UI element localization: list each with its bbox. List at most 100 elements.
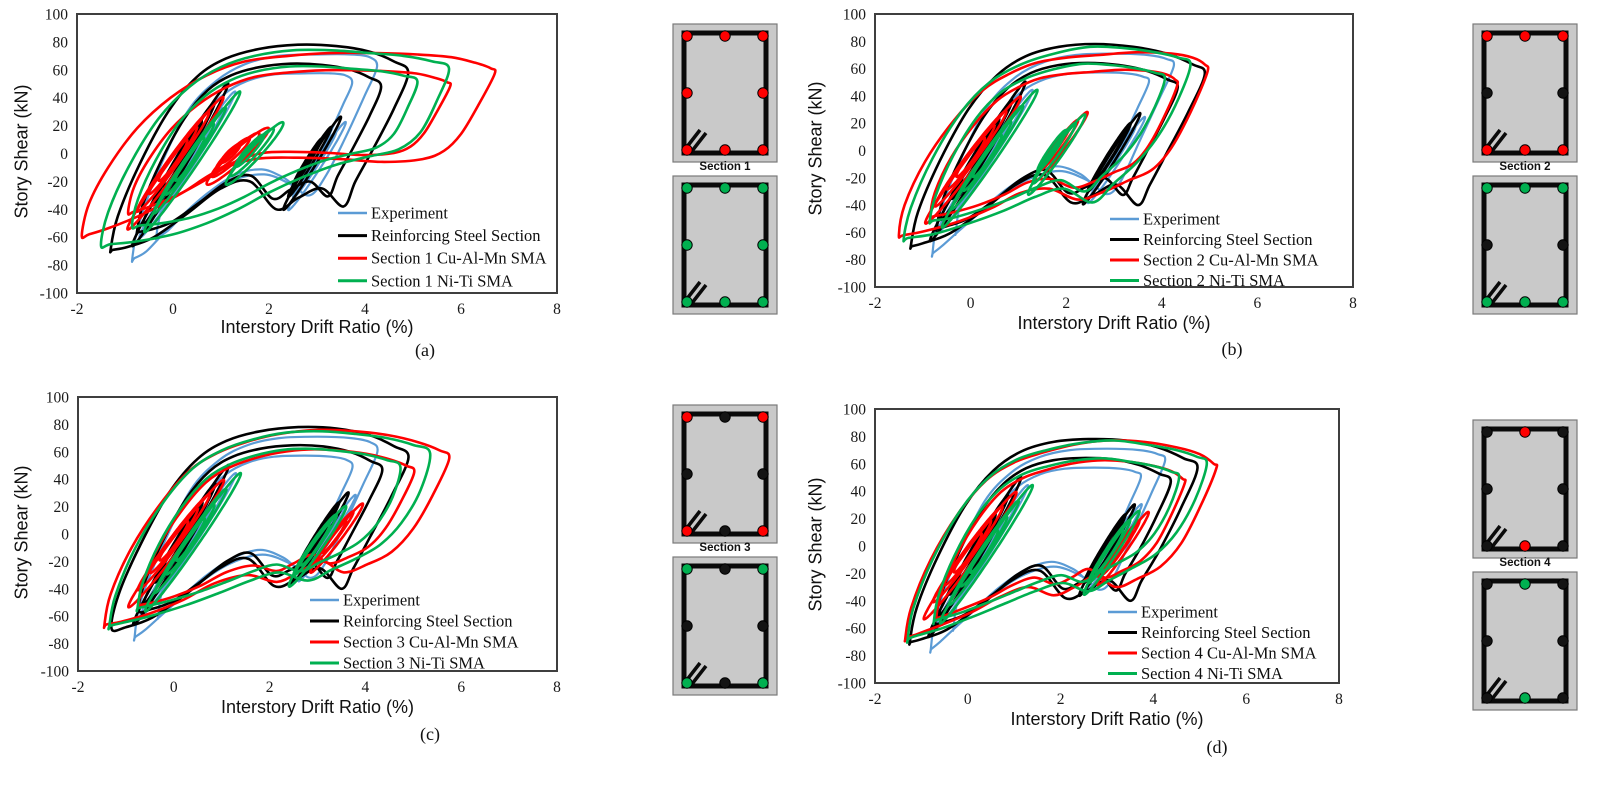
y-tick-label: -80: [47, 258, 68, 275]
y-tick-label: -100: [838, 280, 867, 297]
y-tick-label: -100: [838, 676, 867, 693]
rebar-dot-red: [681, 525, 693, 537]
y-tick-label: -20: [48, 554, 69, 571]
y-tick-label: 0: [858, 143, 866, 160]
y-tick-label: -100: [40, 286, 69, 303]
chart-a-y-axis-title: Story Shear (kN): [11, 84, 32, 219]
chart-d-caption: (d): [1206, 737, 1228, 757]
y-tick-label: 60: [53, 62, 69, 79]
x-tick-label: 6: [457, 679, 465, 696]
rebar-dot-black: [1557, 483, 1569, 495]
legend-label: Experiment: [1141, 603, 1218, 622]
rebar-dot-black: [1557, 692, 1569, 704]
section-4-label: Section 4: [1499, 557, 1551, 569]
legend-label: Section 3 Ni-Ti SMA: [343, 654, 485, 673]
y-tick-label: 60: [851, 61, 867, 78]
y-tick-label: -20: [845, 170, 866, 187]
x-tick-label: 6: [1254, 295, 1262, 312]
hook-mark: [1490, 527, 1508, 549]
rebar-dot-black: [1481, 540, 1493, 552]
section-2-cross-sections: [1472, 23, 1578, 315]
chart-d-x-axis-title: Interstory Drift Ratio (%): [1010, 709, 1204, 729]
rebar-dot-black: [1557, 540, 1569, 552]
x-tick-label: 8: [553, 679, 561, 696]
legend-label: Section 4 Cu-Al-Mn SMA: [1141, 644, 1317, 663]
rebar-dot-green: [1557, 296, 1569, 308]
legend-label: Reinforcing Steel Section: [1141, 623, 1311, 642]
y-tick-label: 60: [851, 456, 867, 473]
rebar-dot-black: [1557, 87, 1569, 99]
chart-a: 100 80 60 40 20 0 -20 -40 -60 -80 -100 -2 0 2 4 6 8 Exper…: [0, 0, 620, 378]
y-tick-label: 80: [53, 34, 69, 51]
rebar-dot-green: [1481, 296, 1493, 308]
legend-label: Reinforcing Steel Section: [1143, 230, 1313, 249]
rebar-dot-green: [757, 677, 769, 689]
x-tick-label: 8: [553, 301, 561, 318]
hook-mark: [690, 512, 708, 534]
plot-frame: [76, 13, 558, 294]
rebar-dot-red: [681, 144, 693, 156]
rebar-dot-red: [719, 30, 731, 42]
hook-mark: [1490, 679, 1508, 701]
y-tick-label: 80: [851, 429, 867, 446]
chart-d-y-axis-title: Story Shear (kN): [805, 477, 826, 612]
rebar-dot-red: [1481, 30, 1493, 42]
plot-frame: [874, 13, 1354, 288]
legend-label: Section 2 Cu-Al-Mn SMA: [1143, 251, 1319, 270]
legend-label: Section 4 Ni-Ti SMA: [1141, 664, 1283, 683]
chart-c: 100 80 60 40 20 0 -20 -40 -60 -80 -100 -2 0 2 4 6 8 Exper…: [0, 380, 620, 780]
section-3-diagrams: Section 3: [660, 395, 790, 709]
rebar-dot-green: [681, 296, 693, 308]
rebar-dot-green: [719, 182, 731, 194]
rebar-dot-green: [1519, 182, 1531, 194]
x-tick-label: 4: [1158, 295, 1166, 312]
legend-label: Reinforcing Steel Section: [371, 226, 541, 245]
series-section-3-ni-ti-sma: [107, 429, 432, 631]
legend: Experiment Reinforcing Steel Section Secti…: [310, 591, 519, 673]
x-tick-label: -2: [869, 295, 882, 312]
legend-label: Section 3 Cu-Al-Mn SMA: [343, 633, 519, 652]
x-tick-label: -2: [72, 679, 85, 696]
rebar-dot-green: [1519, 692, 1531, 704]
rebar-dot-red: [757, 411, 769, 423]
chart-b-y-axis-title: Story Shear (kN): [805, 81, 826, 216]
rebar-dot-black: [757, 468, 769, 480]
rebar-dot-green: [757, 296, 769, 308]
chart-c-caption: (c): [420, 724, 440, 744]
rebar-dot-red: [1481, 144, 1493, 156]
x-tick-label: 2: [266, 679, 274, 696]
y-tick-label: 80: [851, 34, 867, 51]
legend-label: Section 1 Cu-Al-Mn SMA: [371, 249, 547, 268]
rebar-dot-black: [719, 525, 731, 537]
rebar-dot-green: [1519, 296, 1531, 308]
y-tick-label: 0: [858, 539, 866, 556]
y-tick-label: -80: [48, 636, 69, 653]
rebar-dot-green: [757, 563, 769, 575]
y-tick-label: -40: [48, 581, 69, 598]
rebar-dot-red: [681, 87, 693, 99]
rebar-dot-red: [1519, 426, 1531, 438]
y-tick-label: 100: [843, 7, 867, 24]
x-tick-label: 8: [1335, 691, 1343, 708]
rebar-dot-red: [1557, 144, 1569, 156]
rebar-dot-green: [757, 239, 769, 251]
section-3-label: Section 3: [699, 542, 751, 554]
chart-c-y-axis-title: Story Shear (kN): [11, 465, 32, 600]
rebar-dot-red: [1557, 30, 1569, 42]
section-2-label: Section 2: [1499, 161, 1551, 173]
hook-mark: [690, 664, 708, 686]
rebar-dot-red: [681, 411, 693, 423]
legend-label: Section 2 Ni-Ti SMA: [1143, 271, 1285, 290]
x-tick-label: 0: [964, 691, 972, 708]
y-tick-label: 20: [53, 118, 69, 135]
x-tick-label: 6: [457, 301, 465, 318]
x-tick-label: 6: [1242, 691, 1250, 708]
x-tick-label: -2: [71, 301, 84, 318]
rebar-dot-red: [757, 30, 769, 42]
chart-d: 100 80 60 40 20 0 -20 -40 -60 -80 -100 -2 0 2 4 6 8 Exper…: [800, 390, 1400, 786]
rebar-dot-black: [757, 620, 769, 632]
rebar-dot-green: [757, 182, 769, 194]
